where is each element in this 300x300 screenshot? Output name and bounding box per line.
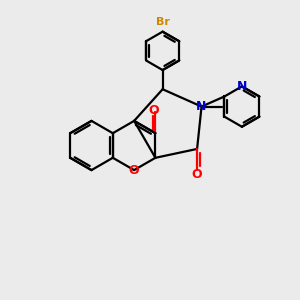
Text: N: N — [237, 80, 247, 93]
Text: O: O — [192, 168, 203, 181]
Text: Br: Br — [156, 17, 170, 27]
Text: N: N — [196, 100, 207, 113]
Text: O: O — [129, 164, 140, 177]
Text: O: O — [148, 104, 159, 117]
